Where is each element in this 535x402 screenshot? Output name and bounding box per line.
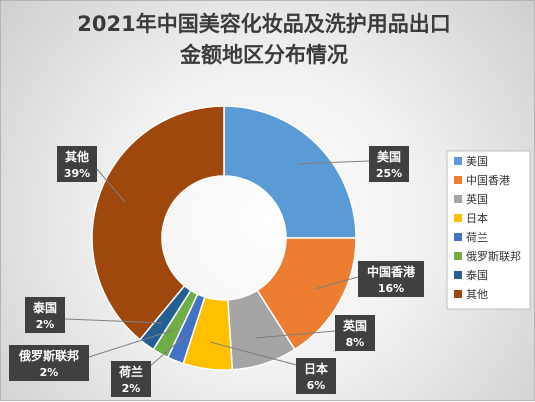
legend-label-japan: 日本 [466, 211, 488, 225]
data-label-box-usa [369, 146, 409, 182]
data-label-box-russia [9, 345, 89, 381]
leader-line-uk [256, 330, 336, 339]
data-label-name-thailand: 泰国 [32, 300, 57, 315]
leader-line-netherlands [148, 335, 186, 368]
leader-line-others [96, 168, 126, 203]
data-label-name-others: 其他 [65, 149, 89, 164]
leader-line-russia [88, 329, 174, 358]
data-label-box-uk [335, 315, 375, 351]
data-label-name-usa: 美国 [377, 149, 401, 164]
chart-title-line-2: 金额地区分布情况 [179, 43, 348, 67]
legend-swatch-russia [454, 252, 462, 260]
legend-swatch-others [454, 290, 462, 298]
legend-swatch-japan [454, 214, 462, 222]
legend-swatch-thailand [454, 271, 462, 279]
chart-title-line-1: 2021年中国美容化妆品及洗护用品出口 [77, 12, 450, 36]
data-label-box-thailand [25, 297, 65, 333]
leader-line-hong-kong [315, 276, 359, 290]
leader-line-japan [210, 341, 305, 368]
legend-swatch-usa [454, 157, 462, 165]
data-label-name-uk: 英国 [343, 318, 367, 333]
legend-swatch-hong-kong [454, 176, 462, 184]
slices-layer [91, 105, 357, 371]
slice-usa [223, 105, 357, 239]
legend-label-russia: 俄罗斯联邦 [466, 250, 521, 263]
legend-swatch-uk [454, 195, 462, 203]
data-label-value-hong-kong: 16% [378, 282, 404, 295]
data-label-box-hong-kong [358, 261, 424, 297]
legend-swatch-netherlands [454, 233, 462, 241]
data-label-value-usa: 25% [376, 167, 402, 180]
data-label-value-netherlands: 2% [122, 382, 141, 395]
legend-label-hong-kong: 中国香港 [466, 174, 510, 187]
data-label-name-russia: 俄罗斯联邦 [18, 348, 79, 363]
slice-others [91, 105, 225, 341]
legend-label-netherlands: 荷兰 [466, 231, 488, 244]
data-label-value-russia: 2% [40, 366, 59, 379]
data-labels-layer: 美国 25% 中国香港 16% 英国 8% 日本 6% 荷兰 2% 俄罗斯联邦 2% 泰国 2% 其他 39% [9, 146, 424, 397]
data-label-box-japan [296, 358, 336, 394]
data-label-name-hong-kong: 中国香港 [367, 264, 416, 279]
legend-label-others: 其他 [466, 288, 488, 301]
data-label-value-japan: 6% [307, 379, 326, 392]
legend-label-usa: 美国 [466, 155, 488, 168]
data-label-value-thailand: 2% [36, 318, 55, 331]
legend-label-thailand: 泰国 [466, 268, 488, 282]
data-label-value-others: 39% [64, 167, 90, 180]
data-label-value-uk: 8% [346, 336, 365, 349]
data-label-box-others [57, 146, 97, 182]
leader-line-thailand [64, 318, 163, 324]
data-label-box-netherlands [111, 361, 151, 397]
data-label-name-netherlands: 荷兰 [118, 364, 143, 379]
data-label-name-japan: 日本 [304, 361, 328, 376]
leader-line-usa [298, 160, 370, 165]
legend-label-uk: 英国 [466, 192, 488, 206]
leader-lines-layer [64, 160, 370, 368]
